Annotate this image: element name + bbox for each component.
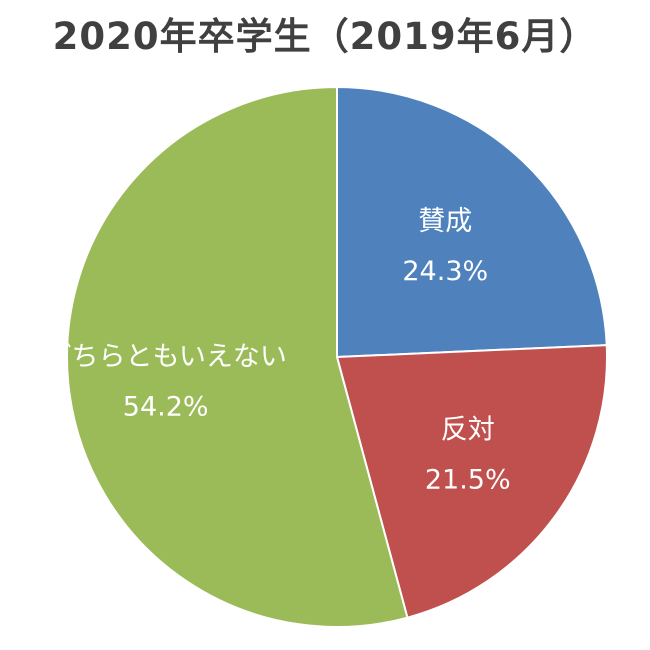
slice-category-label: どちらともいえない (44, 342, 286, 373)
slice-category-label: 賛成 (418, 206, 472, 237)
pie-slice-3 (66, 85, 409, 628)
slice-value-label: 54.2% (123, 392, 209, 423)
chart-title: 2020年卒学生（2019年6月） (52, 15, 598, 58)
slice-value-label: 21.5% (425, 465, 511, 496)
pie-slice-1 (336, 85, 608, 359)
pie-slice-2 (335, 344, 608, 619)
slice-value-label: 24.3% (402, 256, 488, 287)
slice-category-label: 反対 (441, 415, 495, 446)
